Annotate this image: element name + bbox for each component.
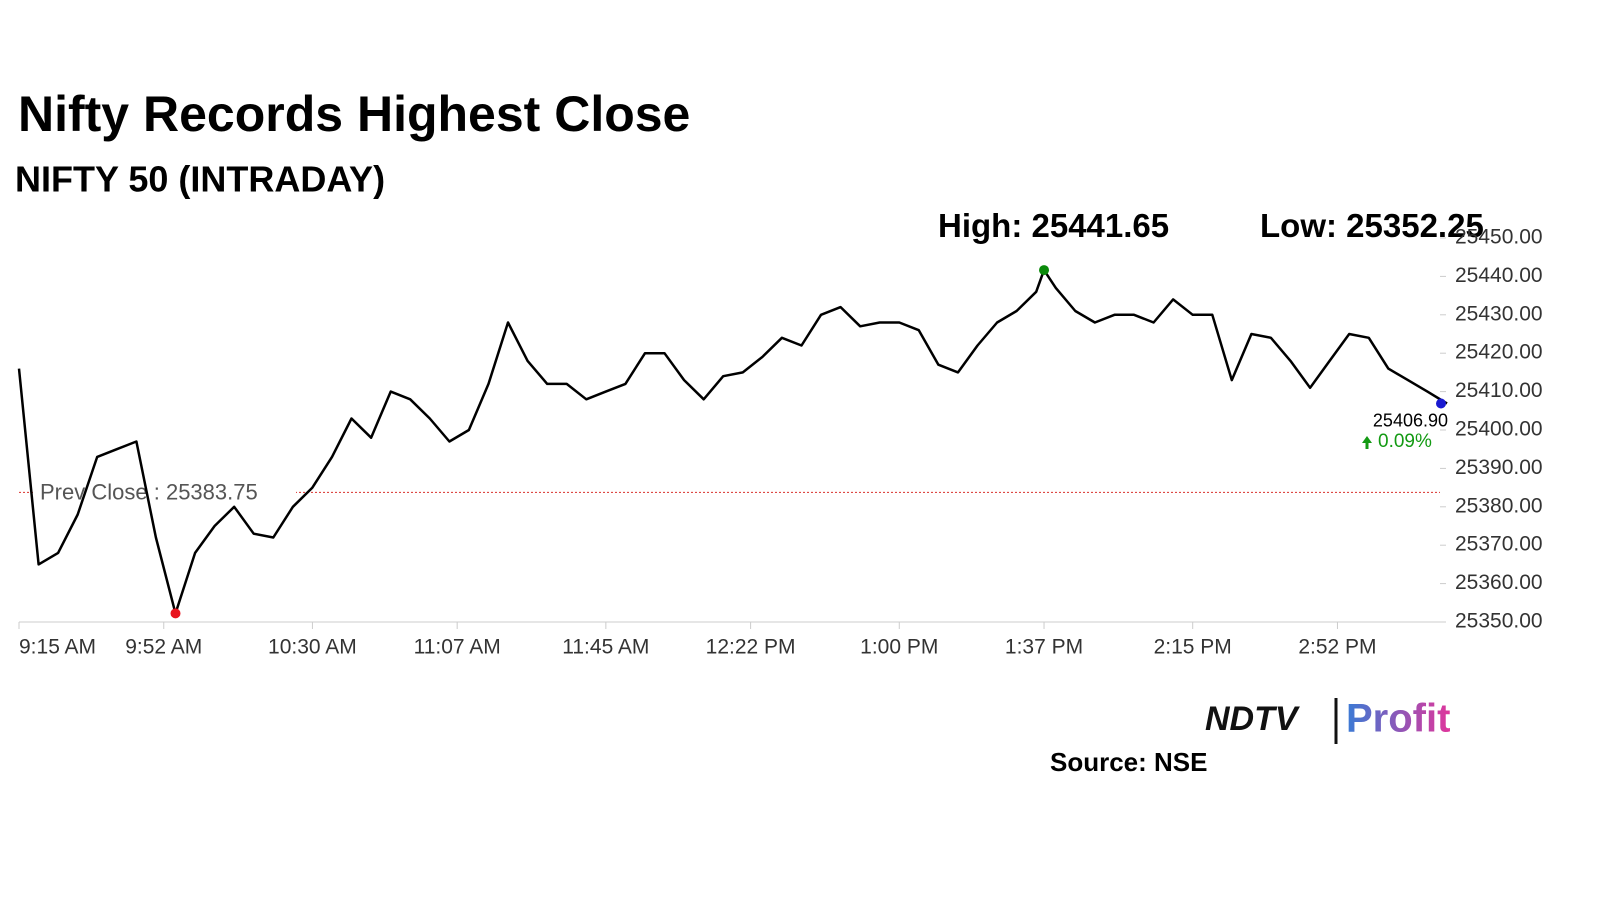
x-tick-label: 12:22 PM <box>706 636 796 659</box>
logo: NDTV <box>1205 700 1301 738</box>
chart-title: Nifty Records Highest Close <box>18 86 690 142</box>
y-tick-label: 25380.00 <box>1455 494 1543 517</box>
y-tick-label: 25440.00 <box>1455 264 1543 287</box>
x-tick-label: 2:52 PM <box>1298 636 1376 659</box>
x-tick-label: 1:00 PM <box>860 636 938 659</box>
high-marker <box>1039 265 1050 276</box>
y-tick-label: 25420.00 <box>1455 341 1543 364</box>
prev-close-label: Prev Close : <box>40 479 160 504</box>
y-tick-label: 25370.00 <box>1455 533 1543 556</box>
last-value-label: 25406.90 <box>1373 410 1448 430</box>
y-tick-label: 25360.00 <box>1455 571 1543 594</box>
low-marker <box>170 608 181 619</box>
price-line <box>17 268 1448 615</box>
x-tick-label: 11:45 AM <box>562 636 649 659</box>
prev-close-value: 25383.75 <box>166 479 258 504</box>
y-tick-label: 25400.00 <box>1455 418 1543 441</box>
y-tick-label: 25450.00 <box>1455 226 1543 249</box>
low-annotation: Low: 25352.25 <box>1260 207 1484 244</box>
chart-subtitle: NIFTY 50 (INTRADAY) <box>15 159 385 200</box>
x-tick-label: 1:37 PM <box>1005 636 1083 659</box>
change-label: 0.09% <box>1378 431 1432 452</box>
y-tick-label: 25430.00 <box>1455 302 1543 325</box>
high-value: 25441.65 <box>1031 207 1169 244</box>
x-tick-label: 9:52 AM <box>125 636 202 659</box>
x-tick-label: 9:15 AM <box>19 636 96 659</box>
y-tick-label: 25350.00 <box>1455 610 1543 633</box>
prev-close-bg <box>34 478 296 507</box>
high-label: High: <box>938 207 1022 244</box>
y-tick-label: 25410.00 <box>1455 379 1543 402</box>
high-annotation: High: 25441.65 <box>938 207 1169 244</box>
prev-close-annotation: Prev Close : 25383.75 <box>40 479 258 504</box>
x-tick-label: 10:30 AM <box>268 636 357 659</box>
last-marker <box>1436 398 1446 409</box>
x-tick-label: 2:15 PM <box>1154 636 1232 659</box>
up-arrow <box>1362 436 1372 449</box>
source: Source: NSE <box>1050 747 1208 777</box>
logo-suffix: Profit <box>1346 697 1450 741</box>
low-label: Low: <box>1260 207 1337 244</box>
x-tick-label: 11:07 AM <box>414 636 501 659</box>
low-value: 25352.25 <box>1346 207 1484 244</box>
y-tick-label: 25390.00 <box>1455 456 1543 479</box>
